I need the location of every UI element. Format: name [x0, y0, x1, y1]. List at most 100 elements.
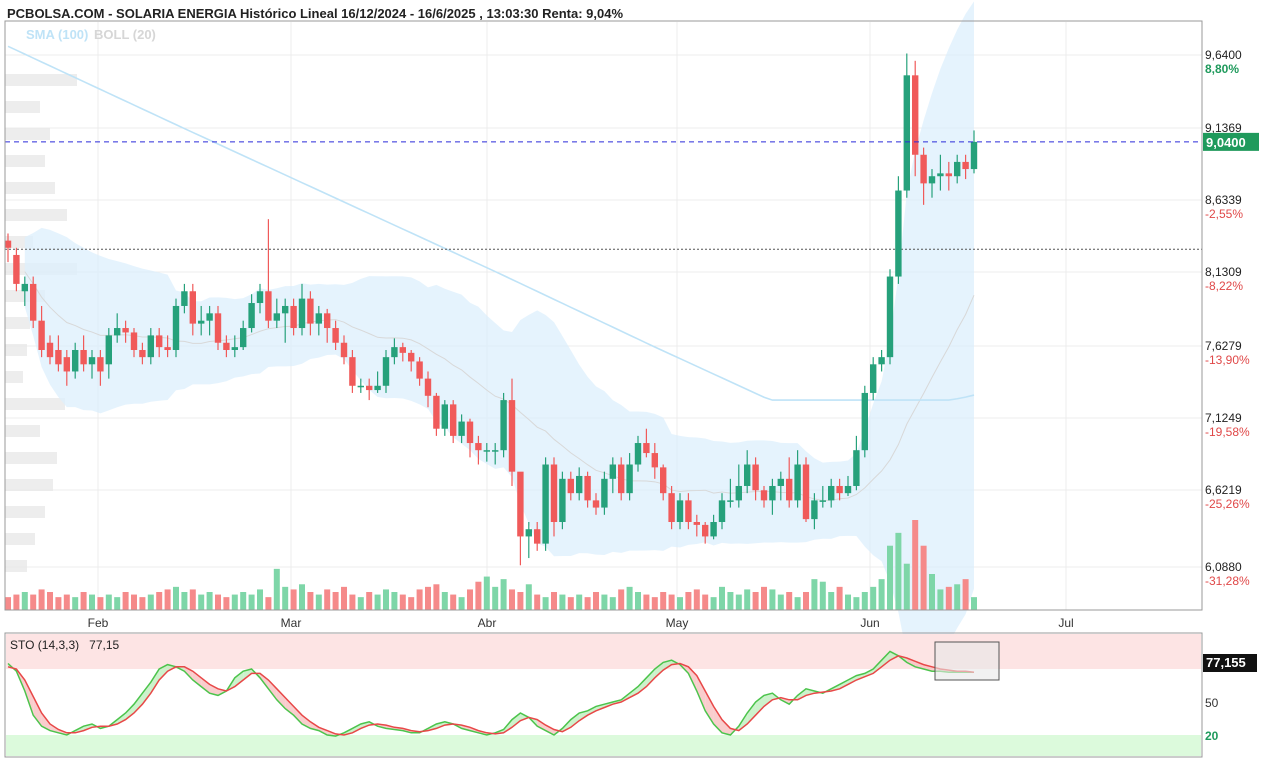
candle-body	[475, 443, 482, 451]
volume-bar	[954, 584, 961, 610]
x-tick-label: Jul	[1058, 616, 1073, 630]
legend-sma[interactable]: SMA (100)	[26, 27, 89, 42]
candle-body	[13, 254, 20, 284]
candle	[349, 349, 356, 393]
volume-bar	[240, 592, 247, 610]
candle	[559, 471, 566, 530]
candle-body	[122, 328, 129, 333]
candle-body	[265, 291, 272, 321]
candle	[21, 276, 28, 306]
candle-body	[80, 349, 87, 365]
volume-bar	[945, 586, 952, 610]
volume-bars	[5, 520, 977, 610]
volume-bar	[467, 589, 473, 610]
candle-body	[340, 342, 348, 358]
volume-profile-bar	[5, 209, 67, 221]
sto-fill	[184, 666, 193, 680]
candle	[172, 298, 180, 358]
y-tick-price: 9,1369	[1205, 121, 1242, 135]
volume-bar	[853, 597, 860, 610]
candle-body	[735, 485, 742, 501]
candle-body	[164, 347, 171, 350]
candle-body	[702, 524, 709, 537]
candle	[912, 60, 919, 177]
y-tick-pct: -25,26%	[1205, 497, 1250, 511]
candle-body	[584, 475, 591, 501]
candle-body	[30, 283, 37, 321]
candle	[240, 320, 247, 350]
volume-profile-bar	[5, 425, 40, 437]
volume-bar	[643, 594, 650, 610]
volume-bar	[971, 597, 977, 610]
candle	[760, 485, 768, 508]
volume-bar	[357, 597, 364, 610]
candle	[408, 349, 415, 372]
candle	[72, 342, 79, 379]
candle	[357, 378, 364, 393]
y-tick-pct: -13,90%	[1205, 353, 1250, 367]
candle-body	[298, 298, 306, 329]
candle-body	[492, 450, 499, 452]
candle-body	[97, 357, 104, 372]
candle-body	[525, 529, 532, 537]
volume-bar	[441, 592, 448, 610]
sto-fill	[873, 660, 882, 674]
volume-bar	[542, 597, 549, 610]
candle	[492, 443, 499, 465]
volume-bar	[139, 597, 146, 610]
volume-bar	[366, 592, 373, 610]
candle-body	[282, 305, 289, 314]
volume-bar	[777, 594, 784, 610]
candle-body	[819, 500, 826, 502]
candle-body	[752, 464, 759, 491]
candle-body	[206, 313, 213, 321]
candle	[702, 522, 709, 544]
candle	[55, 335, 62, 372]
volume-bar	[719, 586, 725, 610]
candle	[382, 349, 390, 393]
sto-fill	[134, 693, 143, 713]
sto-value-tag	[1203, 654, 1257, 672]
sto-fill	[646, 669, 655, 687]
volume-bar	[626, 586, 633, 610]
candle-body	[172, 305, 180, 350]
volume-bar	[383, 589, 389, 610]
volume-bar	[475, 581, 482, 610]
candle-body	[324, 313, 331, 329]
candle-body	[273, 313, 280, 321]
candle-body	[693, 522, 700, 525]
candle-body	[870, 364, 877, 393]
candle-body	[72, 349, 79, 372]
volume-bar	[5, 597, 11, 610]
candle-body	[63, 357, 70, 372]
volume-bar	[567, 597, 574, 610]
candle-body	[945, 173, 952, 177]
candle	[282, 298, 289, 343]
candle-body	[760, 490, 768, 501]
candle	[214, 305, 222, 350]
volume-profile-bar	[5, 101, 40, 113]
candle-body	[727, 500, 734, 502]
volume-bar	[887, 545, 893, 610]
candle-body	[441, 404, 448, 429]
volume-bar	[131, 594, 137, 610]
candle-body	[290, 305, 297, 329]
candle-body	[38, 320, 45, 350]
candle	[433, 392, 440, 436]
volume-bar	[483, 576, 490, 610]
sto-fill	[764, 693, 773, 707]
candle-body	[668, 493, 675, 523]
sma-100-line	[7, 45, 975, 401]
legend-boll[interactable]: BOLL (20)	[94, 27, 156, 42]
volume-bar	[702, 594, 709, 610]
volume-bar	[450, 594, 457, 610]
volume-bar	[315, 594, 322, 610]
candle-body	[114, 328, 121, 336]
volume-bar	[391, 592, 398, 610]
indicator-legend: SMA (100) BOLL (20)	[26, 27, 156, 42]
volume-bar	[635, 592, 641, 610]
candle	[970, 130, 978, 174]
volume-bar	[912, 520, 919, 610]
candle	[802, 457, 810, 523]
sto-fill	[192, 671, 202, 687]
